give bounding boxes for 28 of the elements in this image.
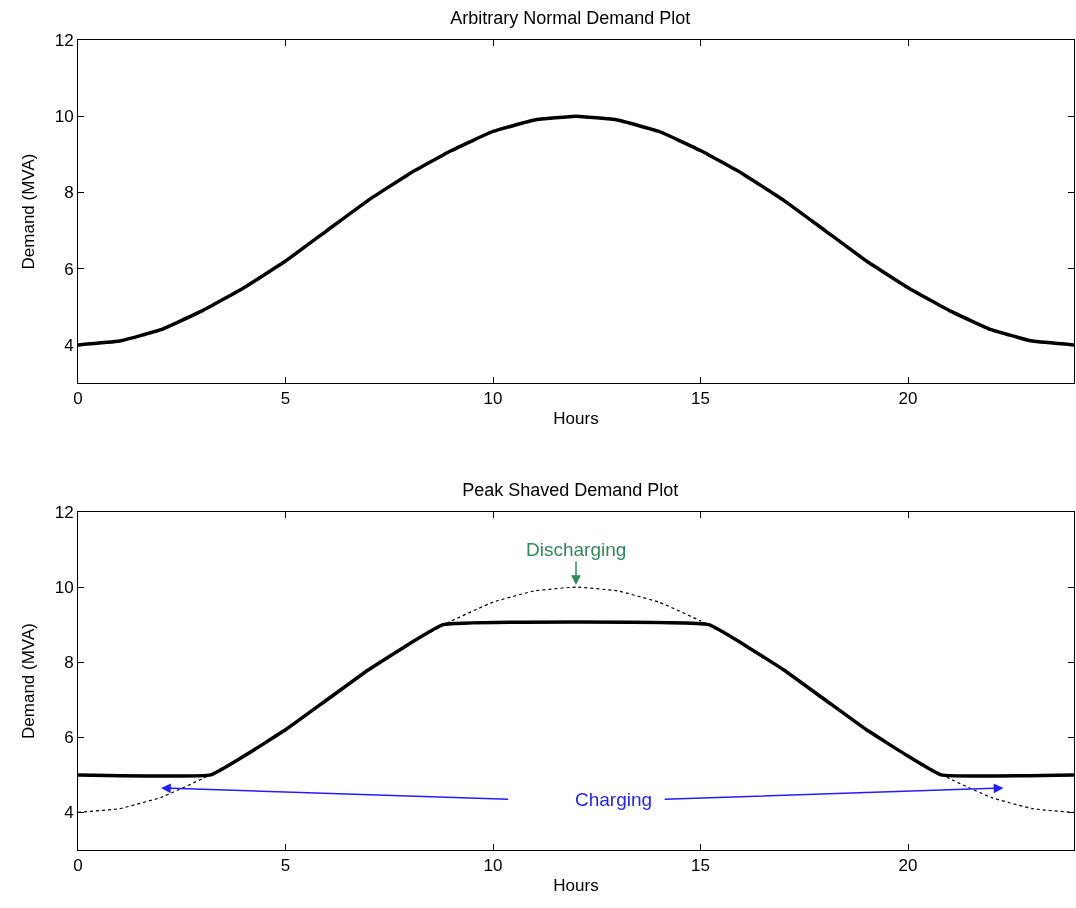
annotation: Discharging [526,539,627,560]
x-tick-label: 15 [691,389,710,409]
y-tick-label: 4 [64,803,74,823]
y-tick-label: 10 [54,578,74,598]
annotation: Charging [575,789,653,810]
y-tick-label: 8 [64,653,74,673]
x-axis-title: Hours [553,875,599,895]
x-axis-title: Hours [553,408,599,428]
x-tick-label: 15 [691,856,710,876]
x-tick-label: 20 [898,389,918,409]
y-axis-title: Demand (MVA) [19,153,38,270]
chart-title: Peak Shaved Demand Plot [462,480,679,501]
x-tick-label: 0 [73,389,83,409]
x-tick-label: 20 [898,856,918,876]
y-tick-label: 8 [64,183,74,203]
x-tick-label: 10 [483,856,503,876]
x-tick-label: 10 [483,389,503,409]
x-tick-label: 5 [280,389,291,409]
y-tick-label: 6 [64,728,74,748]
y-tick-label: 4 [64,335,74,355]
y-tick-label: 6 [64,259,74,279]
y-axis-title: Demand (MVA) [19,623,38,739]
y-tick-label: 12 [54,502,74,522]
x-tick-label: 5 [280,856,291,876]
y-tick-label: 10 [54,107,74,127]
chart-title: Arbitrary Normal Demand Plot [450,7,691,28]
y-tick-label: 12 [54,30,74,50]
x-tick-label: 0 [73,856,83,876]
